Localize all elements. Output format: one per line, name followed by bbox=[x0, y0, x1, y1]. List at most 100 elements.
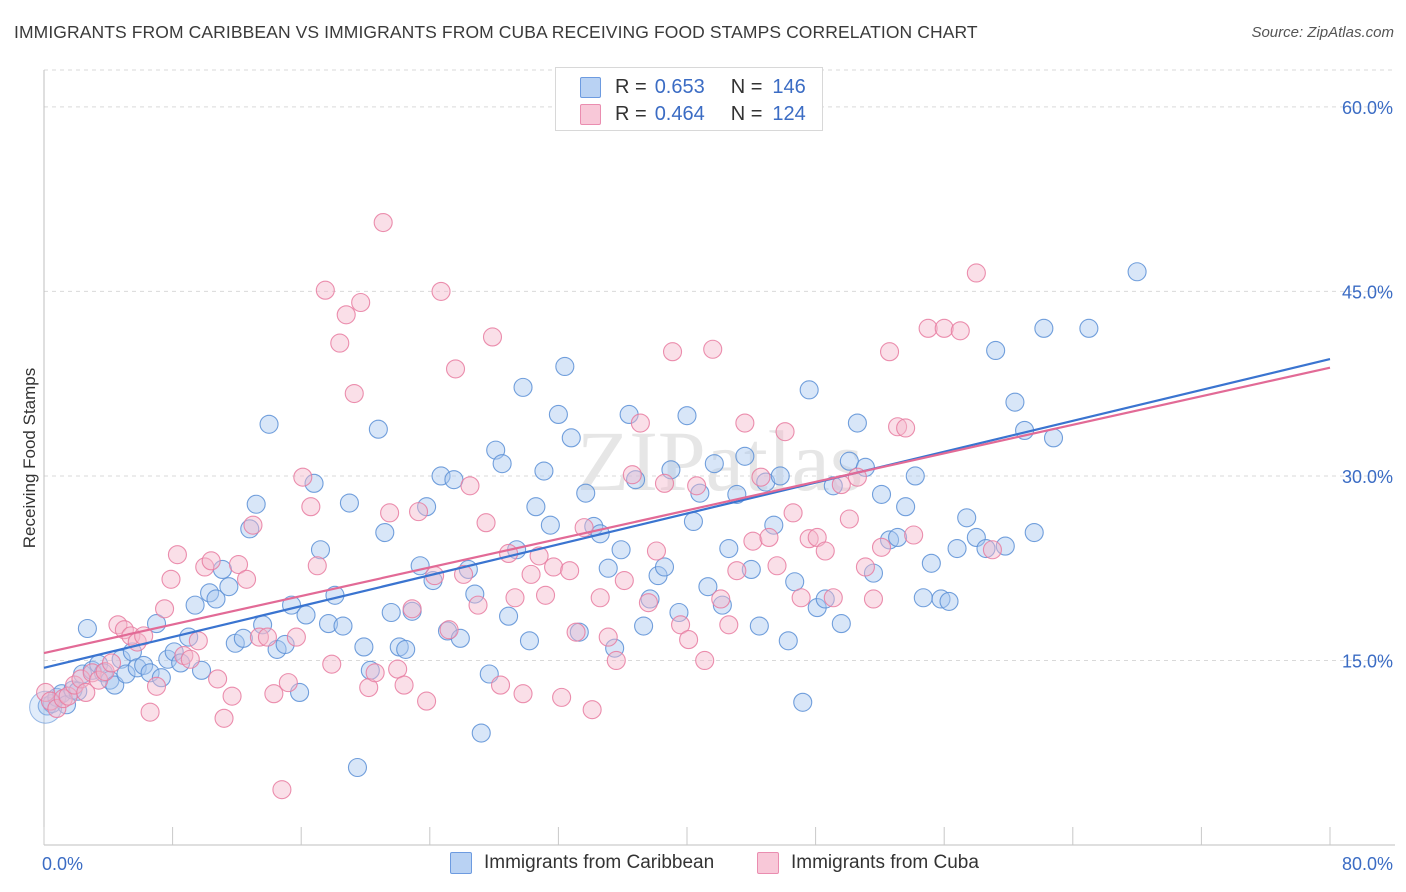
data-point-cuba bbox=[476, 513, 496, 533]
data-point-caribbean bbox=[116, 664, 136, 684]
legend-row-caribbean: R = 0.653 N = 146 bbox=[580, 75, 806, 99]
data-point-caribbean bbox=[966, 527, 986, 548]
data-point-cuba bbox=[695, 650, 715, 671]
data-point-caribbean bbox=[347, 757, 368, 778]
data-point-caribbean bbox=[333, 616, 353, 636]
data-point-cuba bbox=[759, 527, 779, 548]
data-point-cuba bbox=[264, 684, 284, 704]
y-tick-labels: 15.0% 30.0% 45.0% 60.0% bbox=[1342, 98, 1393, 672]
data-point-caribbean bbox=[793, 692, 813, 712]
legend-n-value: 146 bbox=[772, 75, 806, 98]
data-point-cuba bbox=[482, 327, 503, 347]
data-point-caribbean bbox=[735, 446, 755, 466]
data-point-caribbean bbox=[492, 454, 512, 474]
y-tick-label: 45.0% bbox=[1342, 282, 1393, 302]
data-point-cuba bbox=[174, 646, 194, 666]
data-point-cuba bbox=[839, 509, 859, 529]
data-point-cuba bbox=[505, 588, 525, 608]
data-point-caribbean bbox=[381, 602, 401, 623]
data-point-cuba bbox=[499, 543, 519, 564]
data-point-cuba bbox=[687, 476, 707, 496]
data-point-caribbean bbox=[296, 605, 316, 625]
data-point-caribbean bbox=[185, 595, 205, 615]
data-point-cuba bbox=[336, 305, 356, 325]
data-point-cuba bbox=[638, 593, 658, 613]
data-point-cuba bbox=[365, 663, 385, 683]
data-point-cuba bbox=[272, 780, 292, 800]
data-point-caribbean bbox=[519, 631, 540, 651]
series-legend-item-caribbean: Immigrants from Caribbean bbox=[450, 852, 714, 874]
data-point-cuba bbox=[703, 339, 723, 359]
data-point-caribbean bbox=[879, 530, 900, 550]
data-point-cuba bbox=[590, 588, 610, 608]
data-point-caribbean bbox=[712, 595, 732, 615]
series-legend-swatch-caribbean bbox=[450, 852, 472, 874]
data-point-caribbean bbox=[770, 466, 790, 486]
data-point-caribbean bbox=[534, 461, 554, 481]
data-point-cuba bbox=[775, 422, 795, 442]
legend-swatch-cuba bbox=[580, 103, 601, 125]
data-point-cuba bbox=[286, 627, 306, 647]
data-point-caribbean bbox=[957, 508, 977, 528]
data-point-caribbean bbox=[1127, 262, 1147, 282]
data-point-caribbean bbox=[354, 637, 374, 657]
data-point-caribbean bbox=[513, 377, 533, 397]
data-point-cuba bbox=[966, 263, 986, 283]
legend-row-cuba: R = 0.464 N = 124 bbox=[580, 102, 806, 126]
data-point-cuba bbox=[855, 557, 875, 577]
data-point-cuba bbox=[278, 673, 298, 693]
data-point-cuba bbox=[679, 630, 699, 650]
data-point-caribbean bbox=[677, 406, 697, 426]
chart-title: IMMIGRANTS FROM CARIBBEAN VS IMMIGRANTS … bbox=[14, 22, 978, 42]
data-point-caribbean bbox=[611, 540, 631, 560]
data-point-cuba bbox=[904, 525, 924, 545]
data-point-cuba bbox=[36, 682, 56, 703]
data-point-caribbean bbox=[1024, 522, 1044, 543]
data-point-cuba bbox=[727, 561, 747, 581]
data-point-cuba bbox=[582, 700, 602, 720]
data-point-caribbean bbox=[888, 527, 908, 548]
data-point-caribbean bbox=[634, 616, 654, 636]
data-point-caribbean bbox=[947, 538, 967, 559]
data-point-cuba bbox=[380, 503, 400, 523]
data-point-caribbean bbox=[206, 589, 226, 609]
data-point-caribbean bbox=[246, 494, 266, 514]
data-point-cuba bbox=[791, 588, 811, 608]
data-point-cuba bbox=[146, 676, 167, 696]
data-point-caribbean bbox=[905, 466, 925, 486]
data-point-caribbean bbox=[778, 631, 798, 651]
data-point-caribbean bbox=[799, 380, 819, 400]
data-point-cuba bbox=[646, 541, 667, 561]
data-point-caribbean bbox=[939, 591, 959, 611]
data-point-cuba bbox=[108, 615, 128, 635]
data-point-caribbean bbox=[741, 559, 761, 579]
trend-lines bbox=[43, 358, 1331, 669]
data-point-cuba bbox=[560, 561, 580, 581]
data-point-cuba bbox=[408, 502, 429, 522]
data-point-caribbean bbox=[368, 419, 388, 439]
data-point-cuba bbox=[606, 650, 626, 671]
x-tick-label: 80.0% bbox=[1342, 854, 1393, 874]
data-point-cuba bbox=[394, 675, 414, 695]
data-point-caribbean bbox=[444, 470, 464, 490]
data-point-caribbean bbox=[561, 428, 581, 448]
data-point-caribbean bbox=[259, 414, 279, 434]
data-point-caribbean bbox=[1005, 392, 1025, 412]
data-point-cuba bbox=[671, 615, 691, 635]
data-point-caribbean bbox=[164, 642, 184, 662]
data-point-cuba bbox=[402, 599, 422, 619]
series-legend-swatch-cuba bbox=[757, 852, 779, 874]
data-point-caribbean bbox=[499, 606, 519, 626]
series-legend: Immigrants from Caribbean Immigrants fro… bbox=[0, 852, 1406, 878]
legend-r-value: 0.653 bbox=[654, 75, 705, 98]
data-point-cuba bbox=[344, 383, 364, 404]
data-point-caribbean bbox=[605, 638, 625, 658]
legend-swatch-caribbean bbox=[580, 76, 601, 98]
data-point-cuba bbox=[566, 622, 586, 642]
data-point-cuba bbox=[879, 342, 900, 362]
data-point-cuba bbox=[161, 569, 181, 589]
data-point-cuba bbox=[490, 675, 511, 695]
series-legend-item-cuba: Immigrants from Cuba bbox=[757, 852, 979, 874]
data-point-caribbean bbox=[1034, 318, 1054, 338]
data-point-cuba bbox=[47, 698, 67, 719]
